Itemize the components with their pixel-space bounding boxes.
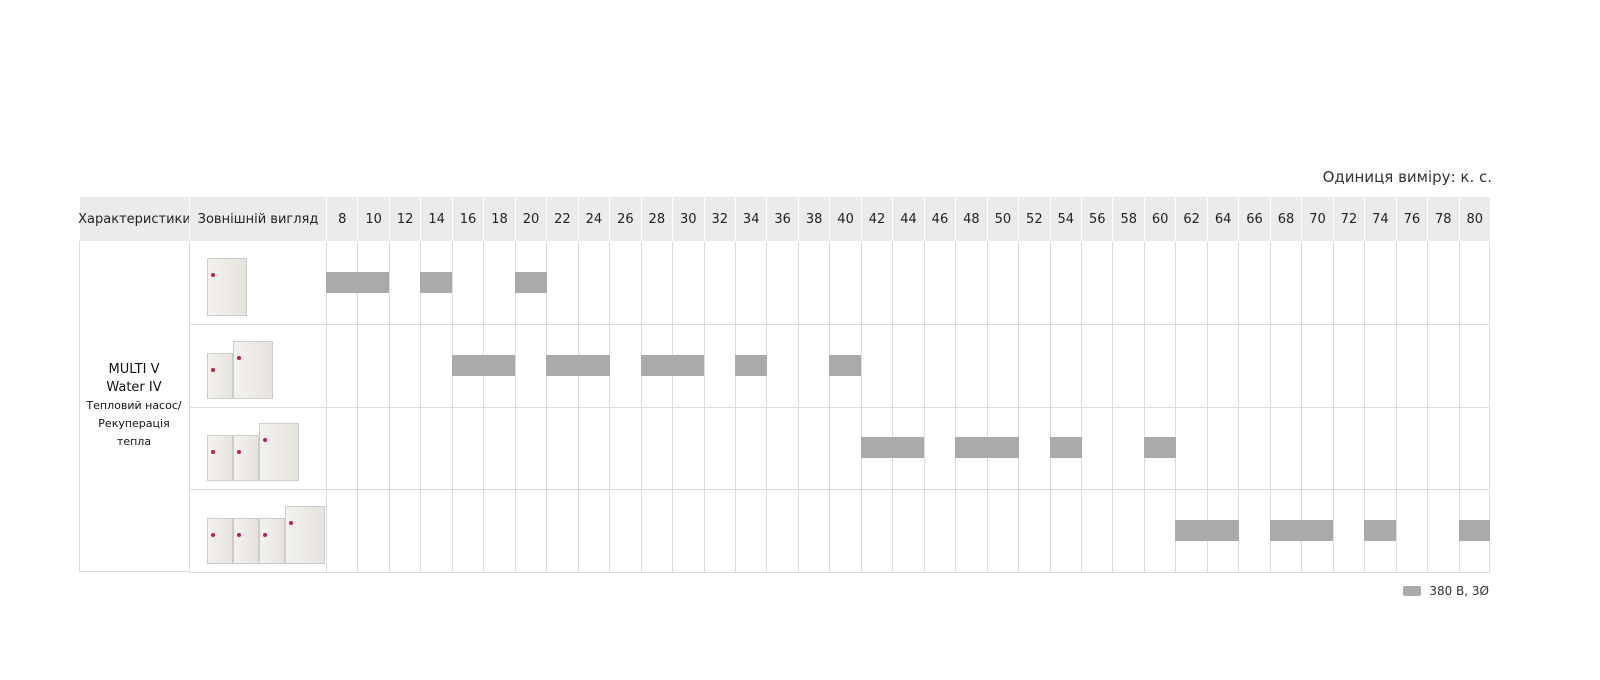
bar-50hp bbox=[986, 437, 1019, 459]
bar-28hp bbox=[640, 354, 673, 376]
bar-18hp bbox=[483, 354, 516, 376]
header-hp-10: 10 bbox=[357, 197, 389, 241]
header-hp-56: 56 bbox=[1081, 197, 1113, 241]
header-hp-26: 26 bbox=[609, 197, 641, 241]
bar-80hp bbox=[1458, 520, 1491, 542]
unit-module bbox=[233, 518, 259, 564]
bar-14hp bbox=[420, 271, 453, 293]
legend-swatch bbox=[1403, 586, 1422, 596]
unit-module bbox=[259, 518, 285, 564]
model-name-1: MULTI V bbox=[108, 361, 160, 377]
row-divider bbox=[189, 406, 1490, 408]
bar-64hp bbox=[1206, 520, 1239, 542]
bar-44hp bbox=[892, 437, 925, 459]
header-hp-76: 76 bbox=[1395, 197, 1428, 241]
unit-module bbox=[207, 257, 247, 316]
header-hp-54: 54 bbox=[1049, 197, 1082, 241]
header-hp-52: 52 bbox=[1018, 197, 1050, 241]
bar-62hp bbox=[1175, 520, 1208, 542]
model-name-2: Water IV bbox=[106, 379, 162, 395]
unit-module bbox=[207, 518, 233, 564]
outdoor-unit-image bbox=[207, 249, 247, 316]
bar-68hp bbox=[1269, 520, 1302, 542]
bar-74hp bbox=[1364, 520, 1397, 542]
header-hp-62: 62 bbox=[1175, 197, 1207, 241]
model-sub-1: Тепловий насос/ bbox=[86, 398, 182, 412]
model-label: MULTI V Water IV Тепловий насос/ Рекупер… bbox=[79, 361, 189, 451]
unit-module bbox=[207, 435, 233, 482]
header-hp-80: 80 bbox=[1458, 197, 1490, 241]
bar-16hp bbox=[451, 354, 484, 376]
capacity-table: Характеристики Зовнішній вигляд MULTI V … bbox=[78, 197, 1491, 573]
header-hp-40: 40 bbox=[829, 197, 861, 241]
bar-34hp bbox=[734, 354, 767, 376]
bar-22hp bbox=[546, 354, 579, 376]
bar-20hp bbox=[514, 271, 547, 293]
header-hp-74: 74 bbox=[1364, 197, 1396, 241]
header-hp-44: 44 bbox=[892, 197, 924, 241]
model-sub-3: тепла bbox=[116, 434, 152, 448]
bar-70hp bbox=[1301, 520, 1334, 542]
header-hp-42: 42 bbox=[860, 197, 893, 241]
bar-8hp bbox=[326, 271, 358, 293]
unit-module bbox=[207, 352, 233, 399]
header-hp-68: 68 bbox=[1269, 197, 1302, 241]
header-hp-58: 58 bbox=[1112, 197, 1144, 241]
unit-module bbox=[285, 506, 325, 564]
header-hp-32: 32 bbox=[703, 197, 735, 241]
legend: 380 В, 3Ø bbox=[1403, 584, 1489, 598]
header-hp-28: 28 bbox=[640, 197, 673, 241]
outdoor-unit-image bbox=[207, 497, 325, 564]
header-hp-46: 46 bbox=[923, 197, 956, 241]
row-divider bbox=[189, 489, 1490, 491]
unit-module bbox=[233, 340, 273, 399]
header-hp-14: 14 bbox=[420, 197, 452, 241]
bar-48hp bbox=[955, 437, 988, 459]
bar-42hp bbox=[860, 437, 893, 459]
unit-module bbox=[233, 435, 259, 482]
header-hp-20: 20 bbox=[514, 197, 547, 241]
outdoor-unit-image bbox=[207, 415, 299, 482]
bar-10hp bbox=[357, 271, 390, 293]
unit-module bbox=[259, 423, 299, 482]
bar-54hp bbox=[1049, 437, 1082, 459]
header-hp-70: 70 bbox=[1301, 197, 1333, 241]
legend-label: 380 В, 3Ø bbox=[1429, 584, 1489, 598]
header-appearance: Зовнішній вигляд bbox=[189, 197, 326, 241]
header-hp-66: 66 bbox=[1238, 197, 1270, 241]
row-divider bbox=[189, 323, 1490, 325]
header-hp-12: 12 bbox=[388, 197, 421, 241]
header-hp-60: 60 bbox=[1143, 197, 1176, 241]
header-hp-48: 48 bbox=[955, 197, 987, 241]
bar-30hp bbox=[672, 354, 704, 376]
header-hp-34: 34 bbox=[734, 197, 767, 241]
model-sub-2: Рекуперація bbox=[98, 416, 170, 430]
bar-40hp bbox=[829, 354, 862, 376]
header-hp-78: 78 bbox=[1427, 197, 1459, 241]
bar-60hp bbox=[1143, 437, 1176, 459]
header-hp-64: 64 bbox=[1206, 197, 1239, 241]
header-hp-50: 50 bbox=[986, 197, 1019, 241]
header-hp-22: 22 bbox=[546, 197, 578, 241]
header-hp-38: 38 bbox=[797, 197, 830, 241]
header-characteristics: Характеристики bbox=[78, 197, 191, 241]
header-hp-18: 18 bbox=[483, 197, 515, 241]
header-hp-36: 36 bbox=[766, 197, 798, 241]
unit-note: Одиниця виміру: к. с. bbox=[1322, 168, 1492, 186]
outdoor-unit-image bbox=[207, 332, 273, 399]
header-hp-16: 16 bbox=[451, 197, 484, 241]
header-hp-72: 72 bbox=[1332, 197, 1365, 241]
header-hp-24: 24 bbox=[577, 197, 610, 241]
bar-24hp bbox=[577, 354, 610, 376]
border-left bbox=[79, 241, 80, 572]
border-bottom bbox=[79, 571, 189, 572]
header-hp-8: 8 bbox=[326, 197, 358, 241]
row-divider bbox=[189, 572, 1490, 573]
header-hp-30: 30 bbox=[672, 197, 704, 241]
